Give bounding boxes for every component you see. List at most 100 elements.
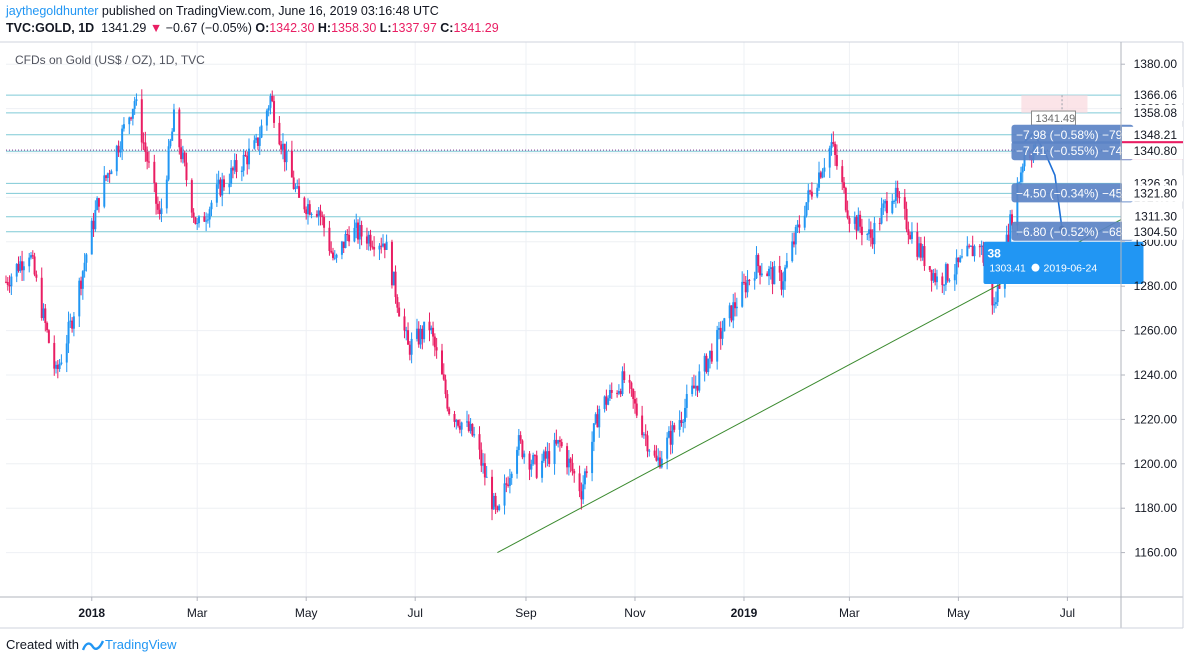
candle-body [115,145,118,172]
x-tick-label: 2019 [731,606,758,620]
partial-label: 1303.41 [989,264,1026,275]
candle-body [544,451,547,459]
candle-body [80,280,83,289]
candle-body [221,179,224,196]
candle-body [278,122,281,145]
candle-body [585,471,588,474]
candle-body [56,364,59,369]
candle-body [698,371,701,391]
candle-body [860,226,863,235]
candle-body [83,262,86,272]
candle-body [167,146,170,180]
candle-body [619,391,622,395]
candle-body [578,473,581,492]
y-tick-label: 1240.00 [1134,368,1178,382]
candle-body [741,281,744,307]
candle-body [33,256,36,275]
candle-body [448,408,451,415]
candle-body [969,245,972,247]
candle-body [65,343,68,363]
candle-body [417,328,420,345]
candle-body [6,281,9,286]
candle-body [583,471,586,485]
candle-body [809,190,812,192]
clock-icon [1031,263,1040,272]
candle-body [730,305,733,321]
candle-body [121,128,124,150]
candle-body [633,399,636,404]
candle-body [608,390,611,399]
candle-body [419,328,422,345]
candle-body [784,267,787,282]
time-axis[interactable]: 2018 Mar May Jul Sep Nov 2019 Mar May Jul [78,597,1075,620]
candle-body [440,350,443,375]
candle-body [130,117,133,119]
candle-body [17,263,20,271]
candle-body [273,101,276,123]
candle-body [142,142,145,144]
candle-body [117,145,120,153]
candle-body [966,245,969,257]
candle-body [569,458,572,463]
candle-body [478,434,481,450]
candle-body [256,137,259,146]
candle-body [919,243,922,258]
candle-body [855,217,858,231]
candle-body [885,200,888,214]
level-label-bg [1122,126,1183,143]
candle-body [528,453,531,470]
callouts[interactable]: 38 1303.41 2019-06-24 1341.49 −7.98 (−0.58%)… [983,110,1144,284]
candle-body [169,140,172,147]
candle-body [878,222,881,224]
candle-body [692,385,695,389]
author-link[interactable]: jaythegoldhunter [6,4,99,18]
last-price: 1341.29 [101,21,147,35]
candle-body [283,143,286,163]
callout-box [1011,221,1134,241]
candle-body [353,227,356,242]
open-label: O: [255,21,270,35]
candle-body [444,379,447,395]
callout-label: −7.41 (−0.55%) −741 [1016,144,1129,158]
candle-body [694,385,697,389]
candle-body [15,263,18,277]
candle-body [355,222,358,228]
x-tick-label: 2018 [78,606,105,620]
candle-body [106,173,109,178]
candle-body [1007,234,1010,244]
candle-body [546,451,549,459]
horizontal-levels[interactable] [6,94,1121,233]
candle-body [460,422,463,430]
candle-body [859,214,862,227]
candle-body [328,227,331,251]
candle-body [455,420,458,422]
candle-body [884,200,887,204]
candle-body [816,187,819,197]
x-tick-label: Nov [624,606,645,620]
candle-body [110,171,113,175]
footer: Created with TradingView [6,637,177,655]
candle-body [530,464,533,470]
open-value: 1342.30 [269,21,315,35]
candle-body [810,191,813,197]
candle-body [734,302,737,309]
candle-body [759,266,762,276]
y-tick-label: 1160.00 [1135,546,1178,560]
candle-body [378,245,381,250]
candle-body [483,463,486,478]
level-label-bg [1122,143,1183,160]
candle-body [367,234,370,244]
candle-body [31,255,34,257]
tradingview-brand-link[interactable]: TradingView [104,637,177,652]
candle-body [678,420,681,430]
candle-body [344,234,347,248]
candle-body [210,202,213,210]
candle-body [71,320,74,329]
candle-body [909,235,912,240]
candle-body [233,160,236,171]
candle-body [844,187,847,211]
level-label-bg [1122,223,1183,240]
candle-body [642,434,645,436]
price-axis[interactable]: 1380.001360.001340.001320.001300.001280.… [1121,57,1183,560]
